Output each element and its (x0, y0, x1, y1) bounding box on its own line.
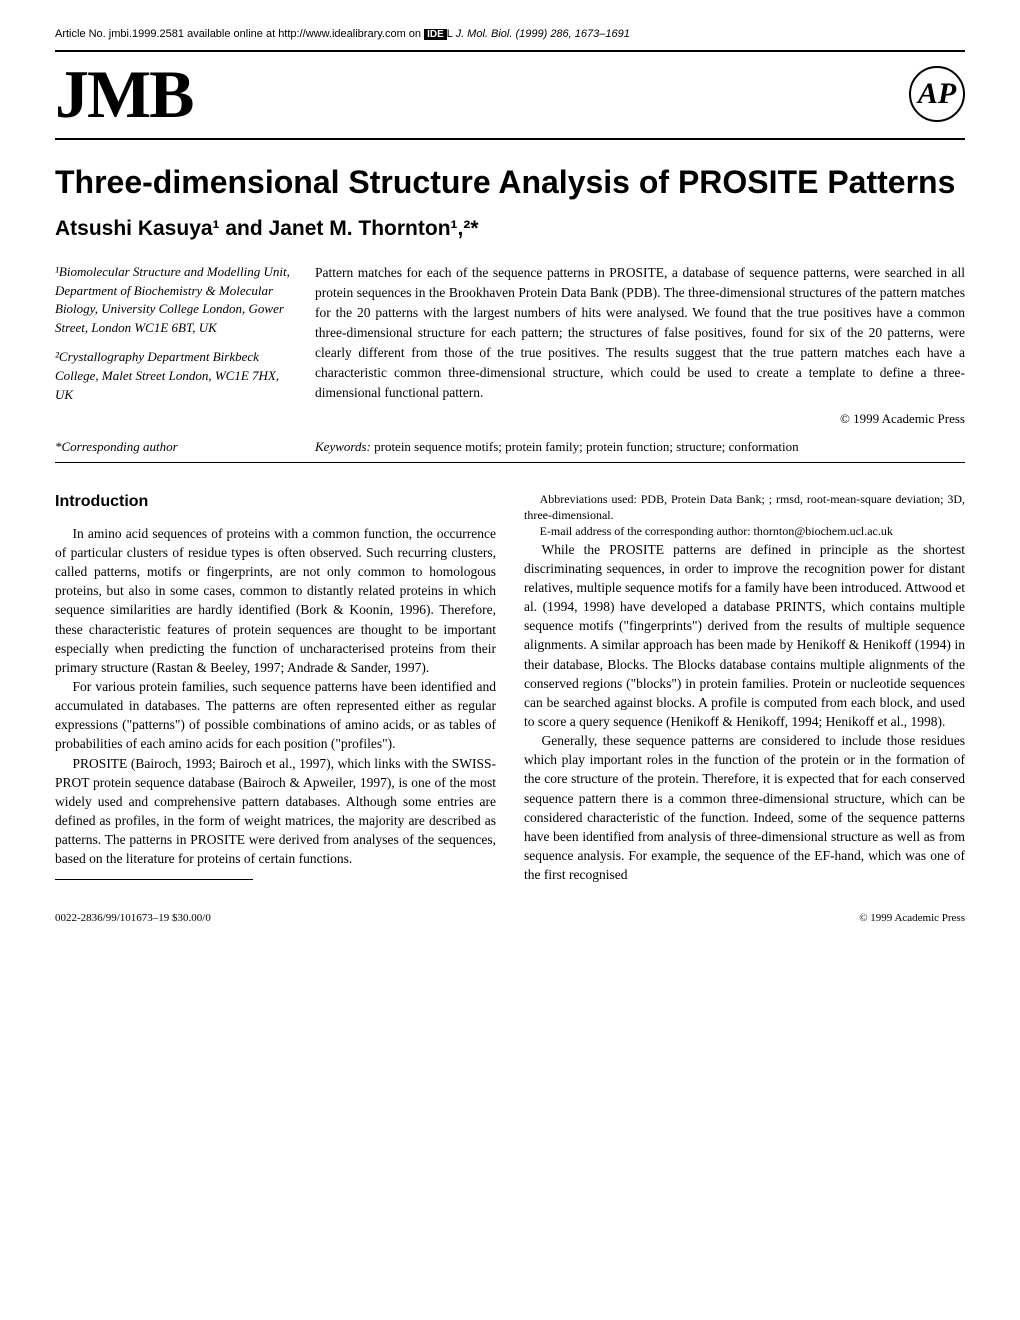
logo-row: JMB AP (55, 52, 965, 132)
page-footer: 0022-2836/99/101673–19 $30.00/0 © 1999 A… (55, 912, 965, 924)
page: Article No. jmbi.1999.2581 available onl… (0, 0, 1020, 944)
paragraph: Generally, these sequence patterns are c… (524, 731, 965, 884)
footnotes: Abbreviations used: PDB, Protein Data Ba… (524, 491, 965, 540)
paragraph: PROSITE (Bairoch, 1993; Bairoch et al., … (55, 754, 496, 869)
ide-suffix: L (447, 28, 453, 40)
footer-right: © 1999 Academic Press (859, 912, 965, 924)
paragraph: In amino acid sequences of proteins with… (55, 524, 496, 677)
article-no-text: Article No. jmbi.1999.2581 available onl… (55, 28, 424, 40)
footnote-abbreviations: Abbreviations used: PDB, Protein Data Ba… (524, 491, 965, 523)
section-heading-introduction: Introduction (55, 491, 496, 514)
corresponding-author: *Corresponding author (55, 438, 295, 456)
affiliations: ¹Biomolecular Structure and Modelling Un… (55, 263, 295, 428)
header-divider (55, 138, 965, 140)
footer-left: 0022-2836/99/101673–19 $30.00/0 (55, 912, 211, 924)
abstract-column: Pattern matches for each of the sequence… (315, 263, 965, 428)
body-content: Introduction In amino acid sequences of … (55, 491, 965, 884)
jmb-logo-icon: JMB (55, 60, 193, 128)
paragraph: While the PROSITE patterns are defined i… (524, 540, 965, 732)
copyright-line: © 1999 Academic Press (315, 409, 965, 428)
abstract-text: Pattern matches for each of the sequence… (315, 263, 965, 403)
affiliation-1: ¹Biomolecular Structure and Modelling Un… (55, 263, 295, 338)
article-title: Three-dimensional Structure Analysis of … (55, 164, 965, 201)
abstract-divider (55, 462, 965, 463)
paragraph: For various protein families, such seque… (55, 677, 496, 754)
top-bar: Article No. jmbi.1999.2581 available onl… (55, 28, 965, 46)
affil-abstract-row: ¹Biomolecular Structure and Modelling Un… (55, 263, 965, 428)
keywords-label: Keywords: (315, 439, 371, 454)
footnote-divider (55, 879, 253, 880)
affiliation-2: ²Crystallography Department Birkbeck Col… (55, 348, 295, 405)
keywords-row: *Corresponding author Keywords: protein … (55, 438, 965, 456)
journal-reference: J. Mol. Biol. (1999) 286, 1673–1691 (456, 28, 630, 40)
article-number-line: Article No. jmbi.1999.2581 available onl… (55, 28, 630, 40)
keywords-block: Keywords: protein sequence motifs; prote… (315, 438, 965, 456)
authors-line: Atsushi Kasuya¹ and Janet M. Thornton¹,²… (55, 217, 965, 241)
academic-press-logo-icon: AP (909, 66, 965, 122)
ide-logo-icon: IDE (424, 29, 447, 40)
footnote-email: E-mail address of the corresponding auth… (524, 523, 965, 539)
keywords-text: protein sequence motifs; protein family;… (371, 439, 799, 454)
